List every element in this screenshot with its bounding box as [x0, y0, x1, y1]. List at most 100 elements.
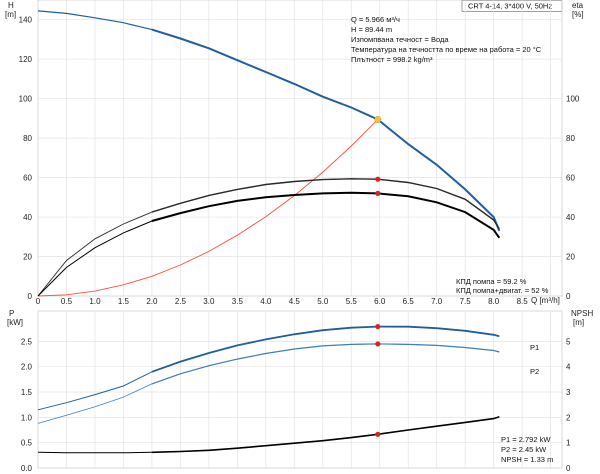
p-axis-label: P: [9, 309, 14, 318]
left-tick-label: 120: [19, 55, 33, 64]
p-axis-unit: [kW]: [7, 318, 23, 327]
x-tick-label: 2.0: [146, 297, 158, 306]
right-tick-label: 1: [566, 439, 571, 448]
eta-total-marker: [375, 190, 381, 196]
left-tick-label: 1.0: [21, 413, 33, 422]
series-line-eta_pump-operating: [151, 178, 500, 230]
x-tick-label: 3.0: [203, 297, 215, 306]
right-tick-label: 0: [566, 292, 571, 301]
series-line-p1-operating: [151, 325, 500, 373]
p2-marker: [375, 341, 381, 347]
lower-left-axis: 0.0 0.5 1.0 1.5 2.0 2.5: [21, 337, 33, 473]
duty-annotation: Q = 5.966 м³/ч H = 89.44 m Изпомпвана те…: [351, 15, 542, 64]
x-tick-label: 6.0: [374, 297, 386, 306]
right-tick-label: 2: [566, 413, 571, 422]
duty-density-label: Плътност = 998.2 kg/m³: [351, 55, 433, 64]
x-tick-label: 0: [36, 297, 41, 306]
right-tick-label: 3: [566, 388, 571, 397]
x-tick-label: 4.0: [260, 297, 272, 306]
right-tick-label: 40: [566, 213, 575, 222]
p1-marker: [375, 323, 381, 330]
right-tick-label: 0: [566, 464, 571, 473]
right-tick-label: 100: [566, 95, 580, 104]
lower-markers: [375, 323, 381, 437]
x-tick-label: 8.5: [517, 297, 529, 306]
npsh-value-label: NPSH = 1.33 m: [501, 455, 553, 464]
x-tick-label: 4.5: [289, 297, 301, 306]
right-tick-label: 60: [566, 174, 575, 183]
x-tick-label: 7.0: [431, 297, 443, 306]
series-line-eta_total-operating: [151, 191, 501, 239]
left-tick-label: 100: [19, 95, 33, 104]
series-line-system: [37, 119, 379, 297]
left-tick-label: 1.5: [21, 388, 33, 397]
npsh-axis-unit: [m]: [573, 318, 584, 327]
h-axis-label: H: [8, 1, 14, 10]
x-tick-label: 6.5: [403, 297, 415, 306]
upper-grid: [38, 0, 562, 296]
eta-pump-marker: [375, 176, 381, 182]
eta-total-label: КПД помпа+двигат. = 52 %: [456, 286, 549, 295]
left-tick-label: 140: [19, 16, 33, 25]
chart-header: CRT 4-14, 3*400 V, 50Hz: [461, 0, 563, 12]
efficiency-annotation: КПД помпа = 59.2 % КПД помпа+двигат. = 5…: [456, 277, 549, 295]
header-model-label: CRT 4-14, 3*400 V, 50Hz: [468, 2, 552, 11]
right-tick-label: 20: [566, 253, 575, 262]
duty-temperature-label: Температура на течността по време на раб…: [351, 45, 542, 54]
x-tick-label: 8.0: [488, 297, 500, 306]
upper-right-axis: 0 20 40 60 80 100: [566, 95, 580, 301]
upper-x-axis: 0 0.5 1.0 1.5 2.0 2.5 3.0 3.5 4.0 4.5 5.0 5.5 6.0 6.5…: [36, 297, 528, 306]
lower-right-axis: 0 1 2 3 4 5: [566, 337, 571, 473]
x-tick-label: 2.5: [175, 297, 187, 306]
npsh-marker: [375, 431, 381, 437]
upper-series: [37, 10, 501, 297]
upper-left-axis: 0 20 40 60 80 100 120 140: [19, 16, 33, 301]
upper-plot-frame: [37, 0, 563, 297]
eta-axis-unit: [%]: [572, 10, 584, 19]
lower-series: [37, 325, 500, 454]
eta-axis-label: eta: [572, 1, 584, 10]
left-tick-label: 0: [28, 292, 33, 301]
power-annotation: P1 = 2.792 kW P2 = 2.45 kW NPSH = 1.33 m: [501, 435, 553, 464]
p2-value-label: P2 = 2.45 kW: [501, 445, 547, 454]
x-tick-label: 3.5: [232, 297, 244, 306]
series-line-p2: [37, 343, 500, 424]
left-tick-label: 0.0: [21, 464, 33, 473]
x-tick-label: 5.5: [346, 297, 358, 306]
x-tick-label: 5.0: [317, 297, 329, 306]
series-line-p2-operating: [151, 343, 500, 385]
eta-pump-label: КПД помпа = 59.2 %: [456, 277, 527, 286]
series-line-head-operating: [151, 28, 501, 232]
h-axis-unit: [m]: [5, 10, 16, 19]
p2-series-label: P2: [530, 367, 539, 376]
series-line-npsh: [37, 416, 500, 454]
right-tick-label: 5: [566, 337, 571, 346]
left-tick-label: 20: [23, 253, 32, 262]
left-tick-label: 0.5: [21, 439, 33, 448]
left-tick-label: 2.0: [21, 363, 33, 372]
x-tick-label: 1.0: [89, 297, 101, 306]
duty-flow-label: Q = 5.966 м³/ч: [351, 15, 400, 24]
upper-panel: 0 20 40 60 80 100 120 140 0 20 40 60 80 100 0 0.5 1.0 1…: [5, 0, 584, 306]
lower-grid: [38, 311, 562, 468]
lower-plot-frame: [37, 310, 563, 469]
x-tick-label: 1.5: [118, 297, 130, 306]
upper-markers: [374, 116, 382, 196]
p1-series-label: P1: [530, 343, 539, 352]
series-line-eta_total: [37, 192, 500, 297]
p1-value-label: P1 = 2.792 kW: [501, 435, 551, 444]
right-tick-label: 80: [566, 134, 575, 143]
left-tick-label: 80: [23, 134, 32, 143]
series-line-npsh-operating: [151, 416, 500, 454]
x-axis-label: Q [m³/h]: [531, 296, 560, 305]
x-tick-label: 7.5: [460, 297, 472, 306]
lower-panel: 0.0 0.5 1.0 1.5 2.0 2.5 0 1 2 3 4 5 P [kW] NPSH [m…: [7, 309, 593, 473]
npsh-axis-label: NPSH: [571, 309, 593, 318]
left-tick-label: 60: [23, 174, 32, 183]
left-tick-label: 2.5: [21, 337, 33, 346]
right-tick-label: 4: [566, 363, 571, 372]
x-tick-label: 0.5: [61, 297, 73, 306]
duty-head-label: H = 89.44 m: [351, 25, 392, 34]
duty-liquid-label: Изпомпвана течност = Вода: [351, 35, 449, 44]
